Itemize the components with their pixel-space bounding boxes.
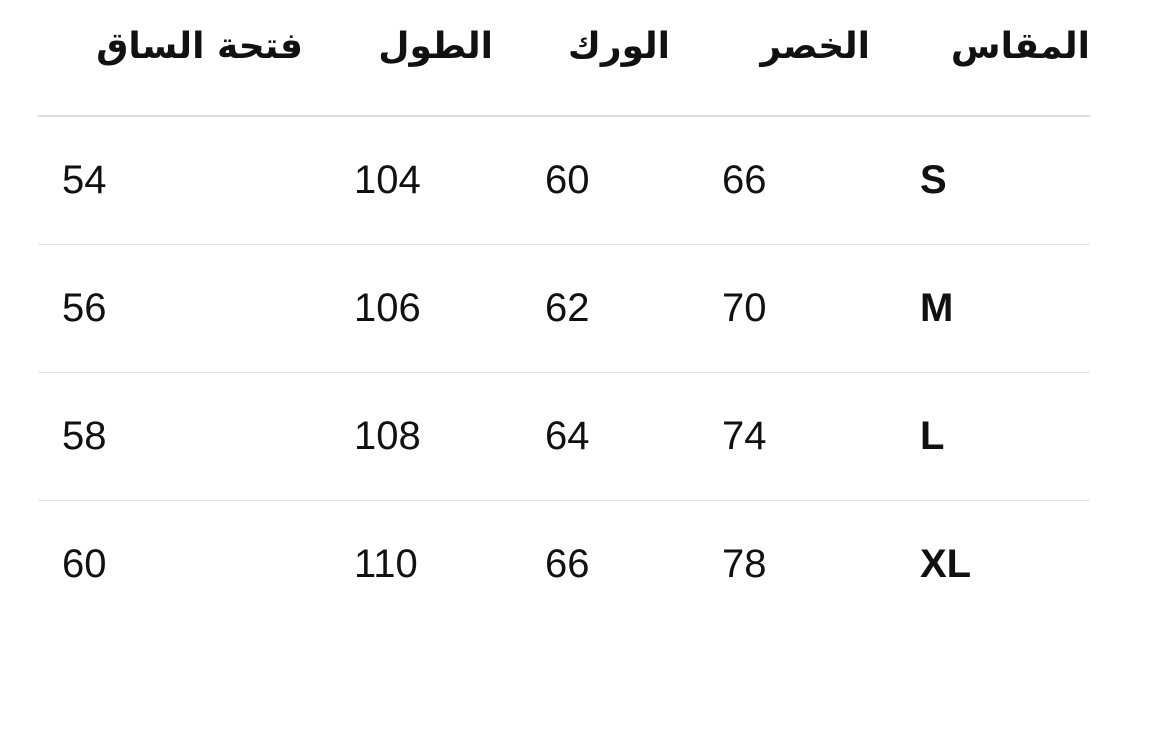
header-leg-opening: فتحة الساق: [38, 0, 303, 117]
header-waist: الخصر: [670, 0, 870, 117]
header-hip: الورك: [493, 0, 670, 117]
cell-waist: 70: [670, 244, 870, 373]
table-row: S 66 60 104 54: [38, 116, 1090, 245]
header-length: الطول: [303, 0, 493, 117]
cell-hip: 66: [545, 541, 590, 586]
table-row: M 70 62 106 56: [38, 244, 1090, 373]
cell-leg-opening: 60: [62, 541, 107, 586]
cell-leg-opening: 56: [38, 244, 303, 373]
cell-length: 110: [354, 541, 418, 586]
cell-hip: 62: [493, 244, 670, 373]
header-size: المقاس: [870, 0, 1090, 117]
header-row: المقاس الخصر الورك الطول فتحة الساق: [38, 0, 1090, 117]
cell-size: M: [870, 244, 1090, 373]
table-row: L 74 64 108 58: [38, 372, 1090, 501]
cell-hip: 64: [493, 372, 670, 501]
cell-leg-opening: 54: [38, 116, 303, 245]
size-chart-table: المقاس الخصر الورك الطول فتحة الساق S 66 6…: [38, 0, 1090, 628]
cell-size: S: [870, 116, 1090, 245]
cell-hip: 60: [493, 116, 670, 245]
cell-length: 108: [303, 372, 493, 501]
cell-waist: 66: [670, 116, 870, 245]
cell-length: 104: [303, 116, 493, 245]
cell-leg-opening: 58: [38, 372, 303, 501]
cell-size: L: [870, 372, 1090, 501]
cell-waist: 74: [670, 372, 870, 501]
table-row: XL 78 66 110 60: [38, 500, 1090, 628]
cell-length: 106: [303, 244, 493, 373]
cell-waist: 78: [722, 541, 767, 586]
cell-size: XL: [920, 541, 972, 586]
